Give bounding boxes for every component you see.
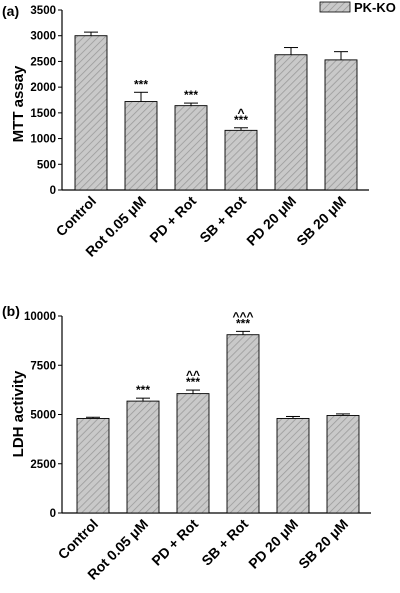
x-tick-label: PD 20 μM [245,516,301,572]
bar [326,415,360,514]
bar [174,105,208,191]
y-tick-label: 5000 [30,410,56,422]
significance-stars: *** [236,316,250,330]
bar [74,35,108,191]
y-tick-label: 2500 [30,459,56,471]
y-tick-label: 7500 [30,360,56,372]
bar [276,417,310,514]
significance-caret: ^^ [186,368,200,382]
y-tick-label: 0 [50,185,56,197]
bar [176,393,210,514]
x-tick-label: PD + Rot [148,516,201,569]
significance-stars: *** [184,88,198,102]
y-tick-label: 1000 [30,134,56,146]
x-tick-label: PD + Rot [146,193,199,246]
bar [226,334,260,514]
y-tick-label: 3000 [30,31,56,43]
panel-b-label: (b) [2,303,20,319]
bar [76,417,110,514]
panel-a-ylabel: MTT assay [10,65,27,142]
significance-stars: *** [136,383,150,397]
bar [224,129,258,191]
significance-caret: ^^^ [232,309,253,323]
significance-stars: *** [134,77,148,91]
panel-b-ylabel: LDH activity [10,370,27,457]
panel-b-axes: 0 2500 5000 7500 10000 [24,311,371,520]
legend: PK-KO [319,0,396,15]
y-tick-label: 10000 [24,311,56,323]
y-tick-label: 0 [50,508,56,520]
significance-caret: ^ [237,106,244,120]
bar [274,54,308,191]
legend-label: PK-KO [354,0,396,15]
y-tick-label: 2000 [30,82,56,94]
panel-a-axes: 0 500 1000 1500 2000 2500 3000 3500 [30,5,369,197]
bar [324,59,358,191]
y-tick-label: 500 [37,159,56,171]
panel-a-bars: ******^*** [74,31,358,191]
bar [124,101,158,191]
x-tick-label: SB + Rot [198,516,251,569]
bar [126,400,160,514]
y-tick-label: 3500 [30,5,56,17]
legend-swatch [319,1,351,13]
panel-a: (a) MTT assay 0 500 1000 1500 2000 2500 3000 35… [2,3,369,260]
x-tick-label: Control [53,193,100,240]
x-tick-label: Control [55,516,102,563]
panel-b-bars: ***^^***^^^*** [76,309,360,514]
y-tick-label: 1500 [30,108,56,120]
panel-a-label: (a) [2,3,19,19]
significance-stars: *** [234,113,248,127]
x-tick-label: PD 20 μM [243,193,299,249]
x-tick-label: SB 20 μM [295,516,351,572]
significance-stars: *** [186,375,200,389]
y-tick-label: 2500 [30,56,56,68]
x-tick-label: SB + Rot [196,193,249,246]
x-tick-label: SB 20 μM [293,193,349,249]
